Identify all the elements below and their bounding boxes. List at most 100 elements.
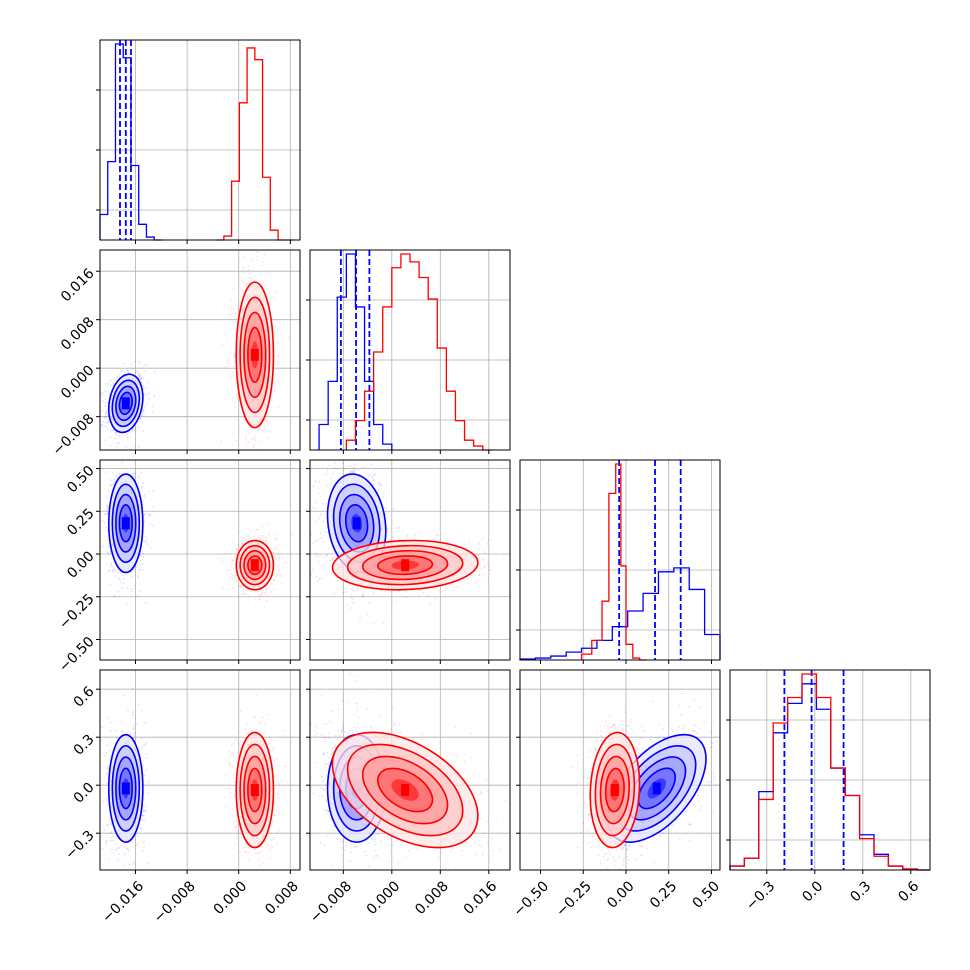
contour-1-1-0-0 [235,281,275,429]
panel-frame-2-0 [99,459,301,661]
x-tick-label-0-2: 0.000 [211,878,251,918]
y-tick-label-1-0: −0.008 [50,411,98,459]
contour-1-2-0-1 [239,544,271,586]
panel-frame-3-2 [519,669,721,871]
x-tick-label-3-2: 0.3 [847,878,874,905]
contour-0-3-0-3 [118,767,133,810]
y-tick-label-2-1: −0.25 [56,591,98,633]
density-peak-1-3-2 [610,784,619,796]
contour-0-2-0-3 [118,503,133,543]
density-panel-2-0 [101,461,294,610]
x-tick-label-2-3: 0.25 [647,878,680,911]
x-tick-label-3-0: −0.3 [743,878,778,913]
contour-1-3-2-2 [599,755,631,825]
histogram-1-0 [216,47,294,241]
density-panel-3-1 [310,673,507,869]
panel-frame-1-1 [309,249,511,451]
panel-frame-3-0 [99,669,301,871]
density-peak-0-3-0 [121,782,130,795]
contour-1-3-2-1 [594,743,636,837]
contour-1-2-1-1 [346,544,464,586]
contour-0-1-0-1 [111,379,141,428]
contour-1-3-2-0 [589,731,641,849]
contour-0-2-0-2 [115,493,137,553]
density-peak-1-3-0 [250,784,259,796]
contour-1-2-0-3 [247,555,263,576]
contour-1-3-1-3 [377,767,434,813]
density-peak-1-2-0 [250,559,259,572]
x-tick-label-2-1: −0.25 [553,878,595,920]
density-peak-1-3-1 [401,784,410,796]
grid-3-3 [730,670,930,870]
contour-1-3-0-0 [235,731,275,849]
density-panel-3-2 [570,670,718,870]
x-tick-label-1-0: −0.008 [307,878,355,926]
contour-1-1-0-3 [247,326,263,383]
contour-1-3-2-3 [604,767,625,813]
contour-1-3-0-1 [239,743,271,837]
panel-frame-2-2 [519,459,721,661]
density-peak-1-1-0 [250,348,259,361]
panel-frame-3-3 [729,669,931,871]
histogram-1-2 [580,463,647,661]
density-panel-1-0 [100,250,290,450]
panel-frame-3-1 [309,669,511,871]
contour-0-3-0-2 [115,756,137,821]
histogram-0-3 [729,683,930,871]
y-tick-label-3-3: 0.6 [71,683,98,710]
contour-0-2-0-0 [107,473,144,574]
contour-0-3-0-0 [107,733,144,843]
contour-0-3-2-3 [637,767,677,810]
y-tick-label-3-1: 0.0 [71,780,98,807]
contour-0-3-0-1 [111,745,141,832]
density-peak-0-2-1 [352,517,361,530]
contour-1-2-1-3 [377,555,434,576]
x-tick-label-2-0: −0.50 [510,878,552,920]
panel-frame-0-0 [99,39,301,241]
contour-0-1-0-3 [118,391,133,416]
y-tick-label-1-1: 0.000 [58,363,98,403]
contour-1-3-0-3 [247,767,263,813]
contour-1-3-1-1 [346,743,464,837]
y-tick-label-2-0: −0.50 [56,634,98,676]
y-tick-label-1-3: 0.016 [58,266,98,306]
panel-frame-2-1 [309,459,511,661]
x-tick-label-0-1: −0.008 [151,878,199,926]
x-tick-label-2-4: 0.50 [690,878,723,911]
x-tick-label-3-1: 0.0 [799,878,826,905]
y-tick-label-2-4: 0.50 [64,463,97,496]
x-tick-label-2-2: 0.00 [604,878,637,911]
x-tick-label-0-0: −0.016 [99,878,147,926]
density-panel-3-0 [100,687,287,870]
panel-frame-1-0 [99,249,301,451]
x-tick-label-3-3: 0.6 [895,878,922,905]
x-tick-label-1-1: 0.000 [364,878,404,918]
contour-1-2-1-2 [361,549,449,581]
y-tick-label-3-0: −0.3 [62,828,97,863]
contour-1-2-0-0 [235,539,275,591]
y-tick-label-1-2: 0.008 [58,314,98,354]
y-tick-label-2-3: 0.25 [64,506,97,539]
density-peak-0-3-2 [652,782,661,795]
density-peak-0-1-0 [121,397,130,410]
contour-1-1-0-1 [239,296,271,414]
contour-1-1-0-2 [243,311,267,399]
histogram-0-0 [99,43,162,241]
density-peak-0-2-0 [121,517,130,530]
x-tick-label-1-3: 0.016 [461,878,501,918]
grid-1-1 [310,250,510,450]
contour-0-2-1-3 [344,503,369,543]
contour-1-3-1-0 [331,731,479,849]
contour-1-3-0-2 [243,755,267,825]
histogram-1-1 [345,253,492,451]
contour-1-2-1-0 [331,539,479,591]
contour-1-2-0-2 [243,549,267,581]
contour-0-2-0-1 [111,483,141,564]
x-tick-label-1-2: 0.008 [412,878,452,918]
x-tick-label-0-3: 0.008 [262,878,302,918]
contour-1-3-1-2 [361,755,449,825]
density-peak-1-2-1 [401,559,410,572]
y-tick-label-3-2: 0.3 [71,732,98,759]
y-tick-label-2-2: 0.00 [64,548,97,581]
